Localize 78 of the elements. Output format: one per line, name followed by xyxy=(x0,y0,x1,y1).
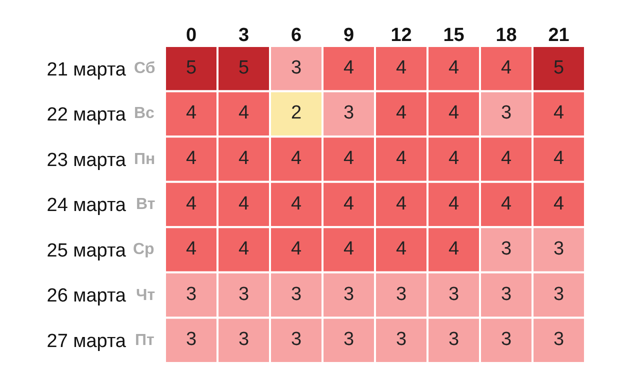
data-label: 3 xyxy=(343,284,354,305)
x-tick-label: 3 xyxy=(238,25,250,46)
data-label: 4 xyxy=(186,102,197,124)
data-label: 4 xyxy=(553,102,564,124)
y-tick-label: 25 марта xyxy=(46,240,126,262)
data-label: 3 xyxy=(500,329,512,350)
data-label: 4 xyxy=(186,238,197,260)
data-label: 4 xyxy=(290,238,302,260)
data-label: 3 xyxy=(186,329,197,350)
y2-tick-label: Чт xyxy=(136,287,156,304)
y-tick-label: 27 марта xyxy=(46,331,126,352)
data-label: 3 xyxy=(396,284,407,305)
data-label: 3 xyxy=(343,329,354,350)
x-tick-label: 0 xyxy=(186,25,197,46)
y-tick-label: 21 марта xyxy=(46,59,126,80)
data-label: 3 xyxy=(343,102,354,124)
data-label: 4 xyxy=(238,148,250,169)
x-tick-label: 21 xyxy=(548,25,570,46)
y-tick-label: 22 марта xyxy=(46,104,126,126)
data-label: 4 xyxy=(290,193,302,214)
data-label: 4 xyxy=(343,57,354,78)
data-label: 4 xyxy=(290,148,302,169)
data-label: 4 xyxy=(343,238,354,260)
data-label: 4 xyxy=(343,193,354,214)
data-label: 4 xyxy=(238,238,250,260)
data-label: 4 xyxy=(186,148,197,169)
y2-tick-label: Вс xyxy=(134,105,155,122)
data-label: 4 xyxy=(396,57,407,78)
data-label: 4 xyxy=(343,148,354,169)
x-tick-label: 12 xyxy=(390,25,412,46)
y-tick-label: 23 марта xyxy=(46,150,126,171)
data-label: 4 xyxy=(396,238,407,260)
data-label: 4 xyxy=(396,193,407,214)
y2-tick-label: Вт xyxy=(136,196,156,213)
y2-tick-label: Сб xyxy=(134,60,156,77)
data-label: 3 xyxy=(500,238,512,260)
data-label: 4 xyxy=(500,57,512,78)
data-label: 4 xyxy=(448,148,460,169)
data-label: 3 xyxy=(500,284,512,305)
data-label: 3 xyxy=(290,284,302,305)
data-label: 4 xyxy=(448,238,460,260)
data-label: 3 xyxy=(290,57,302,78)
data-label: 5 xyxy=(238,57,250,78)
data-label: 5 xyxy=(186,57,197,78)
data-label: 4 xyxy=(238,102,250,124)
data-label: 4 xyxy=(396,148,407,169)
data-label: 4 xyxy=(553,148,564,169)
data-label: 4 xyxy=(396,102,407,124)
data-label: 3 xyxy=(553,284,564,305)
data-label: 4 xyxy=(448,193,460,214)
data-label: 3 xyxy=(238,329,250,350)
data-label: 3 xyxy=(448,329,460,350)
x-tick-label: 15 xyxy=(443,25,465,46)
y-tick-label: 26 марта xyxy=(46,286,126,307)
x-tick-label: 18 xyxy=(496,25,517,46)
y2-tick-label: Пн xyxy=(134,151,156,168)
data-label: 4 xyxy=(238,193,250,214)
data-label: 4 xyxy=(448,102,460,124)
y-tick-label: 24 марта xyxy=(46,195,126,216)
x-tick-label: 6 xyxy=(290,25,302,46)
data-label: 4 xyxy=(500,193,512,214)
data-label: 4 xyxy=(448,57,460,78)
y2-tick-label: Пт xyxy=(135,332,154,349)
data-label: 3 xyxy=(238,284,250,305)
data-label: 3 xyxy=(186,284,197,305)
data-label: 3 xyxy=(290,329,302,350)
data-label: 3 xyxy=(500,102,512,124)
data-label: 3 xyxy=(553,329,564,350)
data-label: 2 xyxy=(290,102,302,124)
data-label: 5 xyxy=(553,57,564,78)
data-label: 4 xyxy=(553,193,564,214)
data-label: 3 xyxy=(448,284,460,305)
data-label: 4 xyxy=(500,148,512,169)
y2-tick-label: Ср xyxy=(133,241,155,258)
data-label: 3 xyxy=(396,329,407,350)
data-label: 4 xyxy=(186,193,197,214)
data-label: 3 xyxy=(553,238,564,260)
x-tick-label: 9 xyxy=(343,25,354,46)
